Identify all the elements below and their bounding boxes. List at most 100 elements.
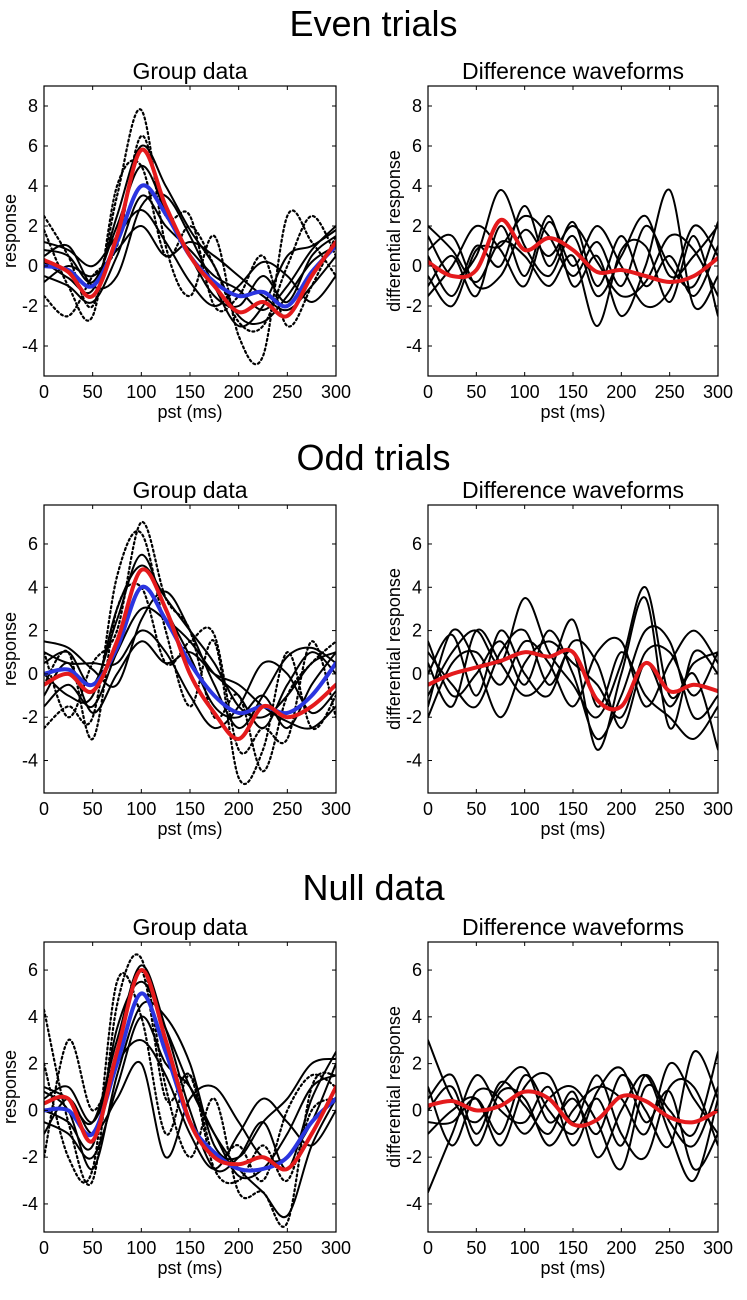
y-tick-label: -2 <box>406 707 422 727</box>
x-tick-label: 150 <box>175 799 205 819</box>
x-tick-label: 0 <box>39 1238 49 1258</box>
plot-frame <box>43 504 337 794</box>
series-line-s7 <box>44 953 336 1228</box>
series-line-d1 <box>428 189 718 298</box>
x-tick-label: 150 <box>175 382 205 402</box>
panel-title-odd-group: Group data <box>132 477 248 503</box>
x-tick-label: 0 <box>39 799 49 819</box>
x-tick-label: 250 <box>272 382 302 402</box>
y-tick-label: 6 <box>28 534 38 554</box>
series-line-d5 <box>428 596 718 751</box>
x-tick-label: 200 <box>606 382 636 402</box>
y-tick-label: 2 <box>412 216 422 236</box>
series-group <box>44 953 336 1228</box>
series-line-d5 <box>428 214 718 308</box>
x-tick-label: 300 <box>703 1238 733 1258</box>
series-line-d7 <box>428 221 718 309</box>
series-line-d4 <box>428 225 718 328</box>
series-line-d3 <box>428 1073 718 1183</box>
x-tick-label: 250 <box>655 382 685 402</box>
x-tick-label: 50 <box>83 1238 103 1258</box>
x-tick-label: 200 <box>606 799 636 819</box>
chart-panel-5: 0 50 100 150 200 250 300 -4 -2 0 2 4 6 pst (ms) differ… <box>384 941 733 1278</box>
y-tick-label: 0 <box>28 256 38 276</box>
series-group <box>44 521 336 786</box>
y-tick-label: 8 <box>28 96 38 116</box>
series-line-s2 <box>44 194 336 311</box>
series-line-blue <box>44 991 336 1173</box>
y-axis-label: response <box>0 612 20 686</box>
series-group <box>428 188 718 328</box>
series-line-d6 <box>428 628 718 719</box>
y-tick-label: -2 <box>406 1147 422 1167</box>
x-tick-label: 150 <box>175 1238 205 1258</box>
series-line-s9 <box>44 159 336 333</box>
x-tick-label: 100 <box>126 799 156 819</box>
series-line-red <box>428 217 718 284</box>
series-line-red <box>44 968 336 1172</box>
panel-title-null-diff: Difference waveforms <box>462 914 684 940</box>
series-line-s3 <box>44 209 336 307</box>
x-tick-label: 250 <box>272 799 302 819</box>
series-line-s4 <box>44 144 336 326</box>
chart-panel-2: 0 50 100 150 200 250 300 -4 -2 0 2 4 6 pst (ms) respon… <box>0 504 351 839</box>
series-line-d2 <box>428 1066 718 1194</box>
y-tick-label: -4 <box>406 336 422 356</box>
x-tick-label: 100 <box>126 382 156 402</box>
series-line-s9 <box>44 582 336 755</box>
series-line-d5 <box>428 1050 718 1171</box>
x-axis-label: pst (ms) <box>158 1258 223 1278</box>
series-line-s8 <box>44 968 336 1185</box>
x-tick-label: 150 <box>558 1238 588 1258</box>
y-tick-label: 6 <box>412 534 422 554</box>
plot-frame <box>427 504 719 794</box>
x-tick-label: 50 <box>83 382 103 402</box>
series-group <box>428 586 718 751</box>
y-axis-label: response <box>0 194 20 268</box>
panel-title-even-group: Group data <box>132 58 248 84</box>
y-tick-label: 4 <box>412 577 422 597</box>
x-tick-label: 250 <box>655 1238 685 1258</box>
x-tick-label: 200 <box>224 1238 254 1258</box>
x-tick-label: 100 <box>126 1238 156 1258</box>
x-tick-label: 300 <box>321 382 351 402</box>
x-tick-label: 50 <box>466 1238 486 1258</box>
series-line-red <box>44 567 336 741</box>
series-line-d4 <box>428 629 718 719</box>
section-title-odd: Odd trials <box>296 437 451 478</box>
x-tick-label: 100 <box>510 799 540 819</box>
y-axis-label: differential response <box>384 568 404 730</box>
chart-panel-1: 0 50 100 150 200 250 300 -4 -2 0 2 4 6 8 pst (ms) diffe… <box>384 85 733 422</box>
x-axis-label: pst (ms) <box>158 819 223 839</box>
x-tick-label: 0 <box>423 382 433 402</box>
y-tick-label: 0 <box>28 664 38 684</box>
series-line-red <box>428 647 718 712</box>
x-tick-label: 150 <box>558 799 588 819</box>
y-tick-label: 0 <box>412 664 422 684</box>
series-line-red <box>44 147 336 319</box>
x-tick-label: 250 <box>272 1238 302 1258</box>
x-tick-label: 300 <box>321 1238 351 1258</box>
y-tick-label: 2 <box>28 1054 38 1074</box>
series-line-s7 <box>44 530 336 786</box>
y-tick-label: -4 <box>406 1194 422 1214</box>
chart-panel-3: 0 50 100 150 200 250 300 -4 -2 0 2 4 6 pst (ms) differ… <box>384 504 733 839</box>
x-tick-label: 300 <box>321 799 351 819</box>
series-line-d6 <box>428 225 718 298</box>
section-title-even: Even trials <box>289 3 458 44</box>
y-axis-label: differential response <box>384 1006 404 1168</box>
x-tick-label: 0 <box>39 382 49 402</box>
y-tick-label: 6 <box>28 960 38 980</box>
series-line-s8 <box>44 134 336 328</box>
series-line-s7 <box>44 108 336 366</box>
series-line-s8 <box>44 521 336 773</box>
panel-title-null-group: Group data <box>132 914 248 940</box>
series-line-d3 <box>428 629 718 751</box>
chart-panel-4: 0 50 100 150 200 250 300 -4 -2 0 2 4 6 pst (ms) respon… <box>0 941 351 1278</box>
chart-panel-0: 0 50 100 150 200 250 300 -4 -2 0 2 4 6 8 pst (ms) respo… <box>0 85 351 422</box>
y-tick-label: 2 <box>28 216 38 236</box>
x-axis-label: pst (ms) <box>541 1258 606 1278</box>
y-tick-label: 4 <box>28 577 38 597</box>
y-axis-label: response <box>0 1050 20 1124</box>
